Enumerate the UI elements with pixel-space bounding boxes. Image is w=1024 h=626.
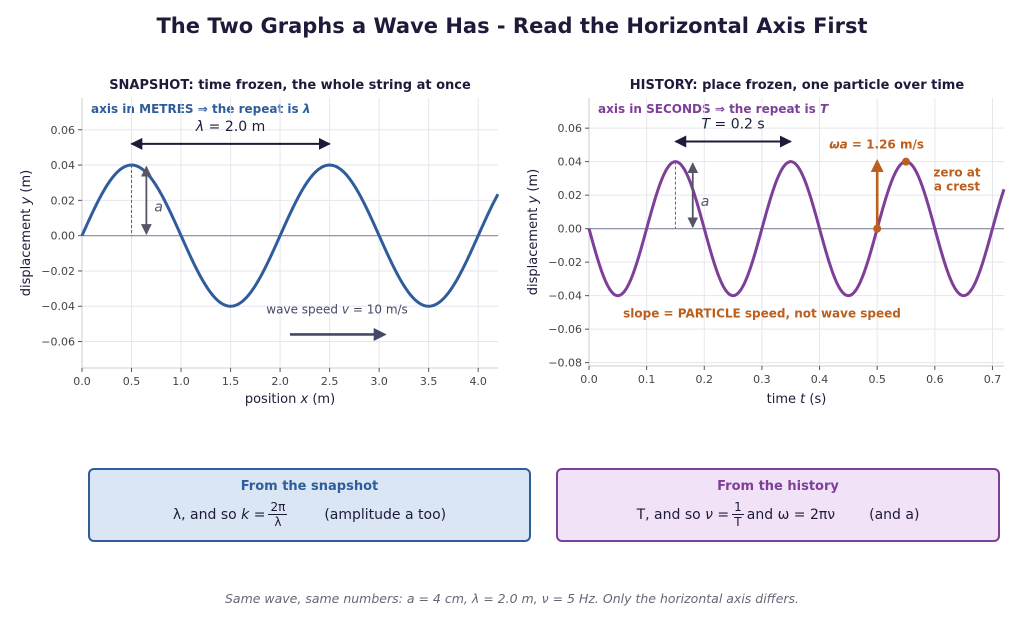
history-frac-den: T: [734, 515, 742, 529]
snapshot-box-fraction: 2π λ: [268, 500, 288, 529]
y-tick-label: −0.04: [548, 290, 582, 303]
charts-canvas: SNAPSHOT: time frozen, the whole string …: [19, 78, 1006, 407]
y-axis-label: displacement y (m): [526, 169, 541, 295]
y-axis-label: displacement y (m): [19, 170, 34, 296]
snapshot-frac-den: λ: [274, 515, 282, 529]
repeat-label: T = 0.2 s: [701, 117, 764, 133]
y-tick-label: 0.06: [51, 124, 76, 137]
x-tick-label: 0.2: [696, 373, 714, 386]
history-box-nu-eq: ν =: [705, 506, 730, 523]
x-tick-label: 4.0: [469, 375, 487, 388]
x-tick-label: 2.0: [271, 375, 289, 388]
chart-subtitle: axis in METRES ⇒ the repeat is λ: [91, 102, 310, 116]
history-chart: HISTORY: place frozen, one particle over…: [526, 78, 1006, 407]
y-tick-label: 0.00: [558, 223, 583, 236]
history-box-lead: T, and so: [636, 506, 701, 523]
y-tick-label: 0.02: [558, 189, 583, 202]
x-tick-label: 1.0: [172, 375, 190, 388]
x-axis-label: time t (s): [767, 392, 827, 407]
history-box-title: From the history: [717, 479, 839, 494]
x-tick-label: 0.6: [926, 373, 944, 386]
x-tick-label: 0.5: [123, 375, 141, 388]
y-tick-label: 0.02: [51, 194, 76, 207]
x-tick-label: 0.0: [580, 373, 598, 386]
wave-curve: [587, 160, 1006, 298]
x-tick-label: 0.5: [868, 373, 886, 386]
history-frac-num: 1: [732, 500, 744, 515]
footer-note: Same wave, same numbers: a = 4 cm, λ = 2…: [224, 591, 800, 606]
snapshot-summary-box: From the snapshot λ, and so k = 2π λ (am…: [88, 468, 531, 542]
chart-title: SNAPSHOT: time frozen, the whole string …: [109, 78, 471, 93]
history-box-fraction: 1 T: [732, 500, 744, 529]
y-tick-label: 0.06: [558, 122, 583, 135]
amplitude-label: a: [701, 194, 710, 210]
slope-note: slope = PARTICLE speed, not wave speed: [623, 306, 901, 320]
y-tick-label: −0.02: [548, 256, 582, 269]
snapshot-frac-num: 2π: [268, 500, 288, 515]
history-summary-box: From the history T, and so ν = 1 T and ω…: [556, 468, 1000, 542]
particle-velocity-label: ωa = 1.26 m/s: [829, 137, 924, 151]
figure-title: The Two Graphs a Wave Has - Read the Hor…: [156, 14, 868, 38]
crest-point: [902, 157, 911, 166]
repeat-label: λ = 2.0 m: [195, 119, 265, 135]
history-box-body: T, and so ν = 1 T and ω = 2πν (and a): [558, 500, 998, 529]
zero-crossing-point: [873, 224, 882, 233]
y-tick-label: 0.00: [51, 230, 76, 243]
chart-subtitle: axis in SECONDS ⇒ the repeat is T: [598, 102, 829, 116]
snapshot-box-lead: λ, and so: [172, 506, 237, 523]
snapshot-box-k-eq: k =: [241, 506, 266, 523]
x-tick-label: 0.7: [984, 373, 1002, 386]
y-tick-label: 0.04: [558, 156, 583, 169]
x-tick-label: 3.0: [370, 375, 388, 388]
y-tick-label: 0.04: [51, 159, 76, 172]
crest-label-line2: a crest: [934, 180, 981, 194]
snapshot-box-title: From the snapshot: [240, 479, 379, 494]
x-tick-label: 0.1: [638, 373, 656, 386]
crest-label-line1: zero at: [933, 166, 981, 180]
snapshot-box-body: λ, and so k = 2π λ (amplitude a too): [90, 500, 529, 529]
snapshot-chart: SNAPSHOT: time frozen, the whole string …: [19, 78, 500, 407]
y-tick-label: −0.02: [41, 265, 75, 278]
wave-speed-label: wave speed v = 10 m/s: [266, 302, 408, 316]
y-tick-label: −0.06: [41, 336, 75, 349]
history-box-mid: and ω = 2πν: [746, 506, 836, 523]
x-tick-label: 2.5: [321, 375, 339, 388]
x-tick-label: 3.5: [420, 375, 438, 388]
y-tick-label: −0.04: [41, 300, 75, 313]
x-tick-label: 0.0: [73, 375, 91, 388]
chart-title: HISTORY: place frozen, one particle over…: [630, 78, 965, 93]
y-tick-label: −0.06: [548, 323, 582, 336]
y-tick-label: −0.08: [548, 357, 582, 370]
x-tick-label: 1.5: [222, 375, 240, 388]
x-axis-label: position x (m): [245, 392, 335, 407]
x-tick-label: 0.3: [753, 373, 771, 386]
history-box-trail: (and a): [869, 506, 920, 523]
amplitude-label: a: [154, 199, 163, 215]
snapshot-box-trail: (amplitude a too): [324, 506, 447, 523]
x-tick-label: 0.4: [811, 373, 829, 386]
